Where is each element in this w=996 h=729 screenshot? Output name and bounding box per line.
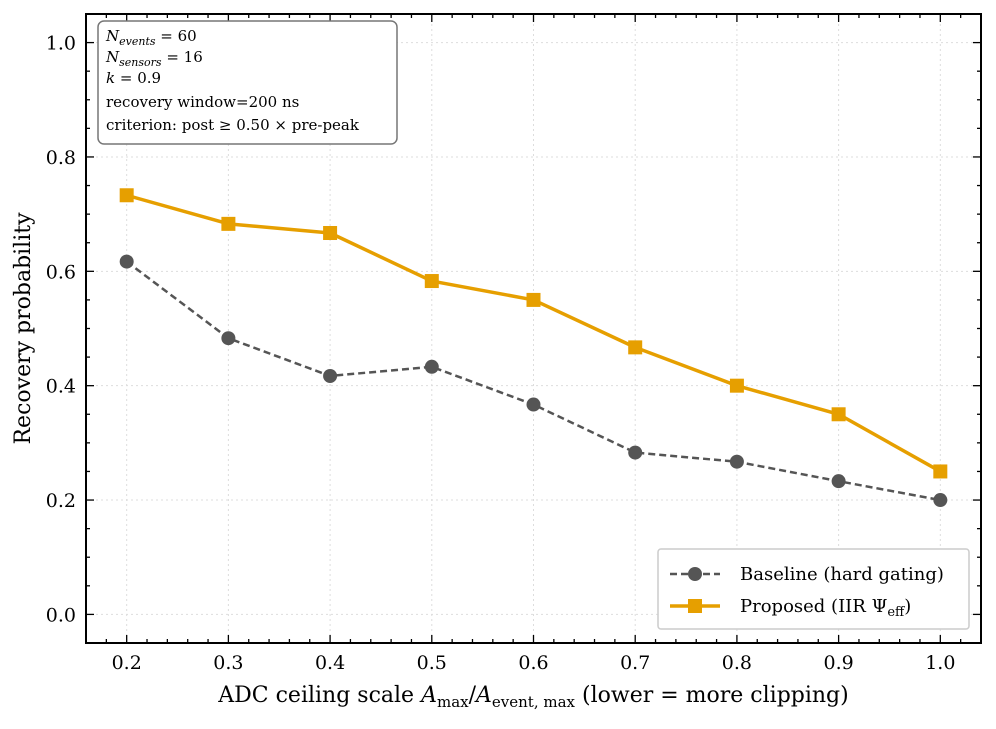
annotation-line-k: k = 0.9: [106, 69, 161, 87]
x-tick-label: 0.3: [213, 652, 243, 674]
y-tick-label: 0.6: [46, 261, 76, 283]
y-tick-label: 1.0: [46, 33, 76, 55]
data-point-baseline: [221, 331, 236, 346]
data-point-proposed: [729, 378, 744, 393]
data-point-proposed: [424, 274, 439, 289]
data-point-baseline: [119, 254, 134, 269]
annotation-line-n-sensors: Nsensors = 16: [105, 48, 203, 69]
x-tick-label: 0.6: [518, 652, 548, 674]
x-tick-label: 0.7: [620, 652, 650, 674]
series-layer: [119, 188, 948, 508]
x-axis-label-var1: A: [419, 683, 437, 708]
annotation-line-criterion: criterion: post ≥ 0.50 × pre-peak: [106, 116, 360, 134]
y-tick-label: 0.4: [46, 376, 76, 398]
y-tick-label: 0.8: [46, 147, 76, 169]
y-tick-label: 0.2: [46, 490, 76, 512]
data-point-baseline: [933, 493, 948, 508]
x-axis-label-sub2: event, max: [492, 693, 576, 711]
data-point-baseline: [526, 397, 541, 412]
annotation-frame: [97, 20, 398, 145]
data-point-proposed: [323, 226, 338, 241]
data-point-baseline: [628, 445, 643, 460]
parameter-annotation-box: Nevents = 60 Nsensors = 16 k = 0.9 recov…: [97, 20, 398, 145]
y-tick-label: 0.0: [46, 604, 76, 626]
data-point-proposed: [119, 188, 134, 203]
x-axis-label-var2: A: [474, 683, 492, 708]
x-tick-label: 0.2: [112, 652, 142, 674]
data-point-baseline: [729, 454, 744, 469]
data-point-baseline: [323, 368, 338, 383]
annotation-line-recovery-window: recovery window=200 ns: [106, 93, 299, 111]
tick-labels: 0.2 0.3 0.4 0.5 0.6 0.7 0.8 0.9 1.0 0.0 0.2 0.4 0.6 0…: [46, 33, 956, 674]
x-tick-label: 0.8: [722, 652, 752, 674]
data-point-baseline: [424, 359, 439, 374]
annotation-line-n-events: Nevents = 60: [105, 27, 197, 48]
data-point-proposed: [526, 292, 541, 307]
y-axis-label: Recovery probability: [11, 212, 36, 445]
data-point-proposed: [628, 340, 643, 355]
data-point-proposed: [831, 407, 846, 422]
x-tick-label: 0.4: [315, 652, 345, 674]
plot-frame: [85, 13, 982, 644]
x-axis-label-suffix: (lower = more clipping): [575, 683, 849, 708]
x-tick-label: 0.9: [824, 652, 854, 674]
data-point-proposed: [221, 216, 236, 231]
x-axis-label-prefix: ADC ceiling scale: [217, 683, 421, 708]
legend-proposed-label: Proposed (IIR Ψeff): [740, 596, 911, 620]
legend: Baseline (hard gating) Proposed (IIR Ψef…: [657, 548, 970, 630]
x-tick-label: 0.5: [417, 652, 447, 674]
x-axis-label-sub1: max: [437, 693, 469, 711]
legend-proposed-marker: [688, 599, 702, 613]
legend-baseline-marker: [688, 567, 702, 581]
data-point-baseline: [831, 474, 846, 489]
x-axis-label: ADC ceiling scale Amax/Aevent, max (lowe…: [217, 683, 848, 711]
data-point-proposed: [933, 464, 948, 479]
x-axis-label-slash: /: [469, 683, 477, 708]
x-tick-label: 1.0: [925, 652, 955, 674]
legend-frame: [657, 548, 970, 630]
legend-baseline-label: Baseline (hard gating): [740, 564, 944, 585]
